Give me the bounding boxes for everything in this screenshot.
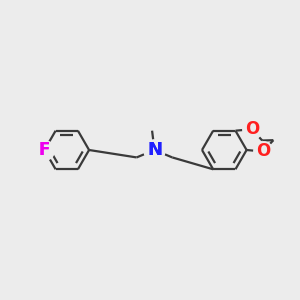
Text: N: N bbox=[147, 141, 162, 159]
Text: N: N bbox=[147, 141, 162, 159]
Text: F: F bbox=[39, 141, 50, 159]
Text: F: F bbox=[39, 141, 50, 159]
Text: O: O bbox=[245, 120, 259, 138]
Text: O: O bbox=[256, 142, 270, 160]
